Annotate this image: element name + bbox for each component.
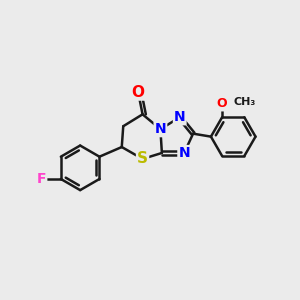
Text: N: N — [174, 110, 185, 124]
Text: CH₃: CH₃ — [233, 98, 256, 107]
Text: O: O — [217, 98, 227, 110]
Text: F: F — [37, 172, 46, 186]
Text: N: N — [178, 146, 190, 160]
Text: O: O — [132, 85, 145, 100]
Text: S: S — [137, 152, 148, 166]
Text: N: N — [154, 122, 166, 136]
